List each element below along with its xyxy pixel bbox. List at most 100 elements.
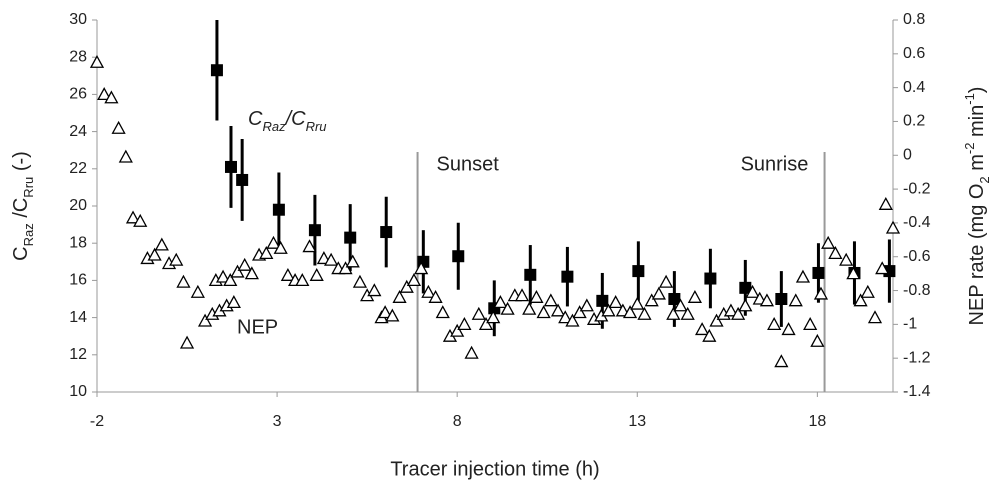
y2-tick-label: 0.2 bbox=[903, 113, 925, 130]
square-point bbox=[668, 293, 681, 305]
square-point bbox=[596, 294, 609, 307]
triangle-point bbox=[478, 317, 494, 331]
label-part: Rru bbox=[21, 177, 36, 198]
label-part: C bbox=[248, 108, 263, 130]
triangle-point bbox=[237, 257, 252, 271]
label-part: /C bbox=[10, 198, 32, 224]
y-tick-label: 22 bbox=[69, 160, 87, 177]
label-part: Rru bbox=[306, 119, 327, 134]
y2-tick-label: 0.4 bbox=[903, 79, 925, 96]
y-tick-label: 14 bbox=[69, 309, 87, 326]
y-tick-label: 28 bbox=[69, 48, 87, 65]
x-tick-label: -2 bbox=[90, 413, 104, 430]
y-tick-label: 18 bbox=[69, 234, 87, 251]
triangle-point bbox=[295, 273, 310, 287]
triangle-point bbox=[338, 261, 353, 275]
triangle-point bbox=[522, 301, 537, 315]
triangle-point bbox=[774, 354, 789, 368]
label-part: ) bbox=[966, 87, 988, 94]
y2-tick-label: -0.4 bbox=[903, 214, 931, 231]
triangle-point bbox=[385, 308, 400, 322]
y2-tick-label: -0.2 bbox=[903, 180, 931, 197]
label-part: -1 bbox=[962, 93, 977, 105]
triangle-point bbox=[630, 296, 645, 310]
triangle-point bbox=[579, 298, 594, 312]
y2-tick-label: -0.8 bbox=[903, 282, 931, 299]
y-tick-label: 30 bbox=[69, 11, 87, 28]
triangle-point bbox=[223, 273, 238, 287]
triangle-point bbox=[486, 310, 501, 324]
event-label: Sunrise bbox=[741, 153, 809, 175]
triangle-point bbox=[324, 252, 339, 266]
y2-tick-label: -1 bbox=[903, 316, 917, 333]
y2-tick-label: -1.4 bbox=[903, 383, 931, 400]
triangle-point bbox=[878, 196, 893, 210]
triangle-point bbox=[392, 289, 407, 303]
label-part: Raz bbox=[21, 223, 36, 246]
triangle-point bbox=[695, 322, 710, 336]
triangle-point bbox=[644, 293, 659, 307]
y-tick-label: 10 bbox=[69, 383, 87, 400]
triangle-point bbox=[111, 120, 126, 134]
triangle-point bbox=[399, 279, 414, 293]
label-part: (-) bbox=[10, 151, 32, 177]
x-axis-label: Tracer injection time (h) bbox=[390, 458, 599, 480]
triangle-point bbox=[731, 306, 746, 320]
triangle-point bbox=[803, 317, 818, 331]
triangle-point bbox=[673, 298, 688, 312]
triangle-point bbox=[565, 313, 580, 327]
y-tick-label: 26 bbox=[69, 86, 87, 103]
triangle-point bbox=[97, 87, 112, 101]
triangle-point bbox=[421, 284, 436, 298]
triangle-point bbox=[867, 310, 883, 324]
event-label: Sunset bbox=[437, 153, 500, 175]
triangle-point bbox=[709, 313, 724, 327]
triangle-point bbox=[104, 90, 119, 104]
square-point bbox=[308, 224, 321, 237]
triangle-point bbox=[529, 289, 544, 303]
triangle-point bbox=[176, 274, 191, 288]
triangle-point bbox=[500, 301, 515, 315]
x-tick-label: 13 bbox=[628, 413, 646, 430]
triangle-point bbox=[133, 213, 148, 227]
triangle-point bbox=[406, 273, 422, 287]
triangle-point bbox=[767, 317, 782, 331]
square-point bbox=[224, 160, 237, 173]
triangle-point bbox=[226, 295, 241, 309]
label-part: Raz bbox=[262, 119, 286, 134]
square-point bbox=[775, 293, 788, 305]
triangle-point bbox=[738, 298, 753, 312]
triangle-point bbox=[309, 267, 324, 281]
triangle-point bbox=[702, 328, 717, 342]
square-point bbox=[272, 203, 285, 216]
triangle-point bbox=[622, 305, 638, 319]
triangle-point bbox=[666, 306, 681, 320]
triangle-point bbox=[860, 284, 875, 298]
triangle-point bbox=[169, 252, 184, 266]
triangle-point bbox=[795, 269, 811, 283]
square-point bbox=[452, 250, 465, 263]
triangle-point bbox=[154, 237, 169, 251]
triangle-point bbox=[536, 305, 551, 319]
nep-annotation: NEP bbox=[237, 316, 278, 338]
label-part: 2 bbox=[977, 176, 992, 183]
triangle-point bbox=[457, 317, 472, 331]
triangle-point bbox=[828, 245, 843, 259]
triangle-point bbox=[197, 313, 213, 327]
triangle-point bbox=[190, 284, 205, 298]
y-tick-label: 20 bbox=[69, 197, 87, 214]
triangle-point bbox=[839, 252, 854, 266]
y2-tick-label: 0.8 bbox=[903, 11, 925, 28]
y-axis-label: CRaz /CRru (-) bbox=[10, 151, 36, 261]
label-part: m bbox=[966, 154, 988, 176]
triangle-point bbox=[687, 289, 702, 303]
ratio-annotation: CRaz/CRru bbox=[248, 108, 327, 134]
y-tick-label: 12 bbox=[69, 346, 87, 363]
triangle-point bbox=[550, 303, 566, 317]
triangle-point bbox=[788, 293, 803, 307]
triangle-point bbox=[435, 305, 450, 319]
y2-tick-label: -1.2 bbox=[903, 349, 931, 366]
triangle-point bbox=[280, 267, 295, 281]
label-part: min bbox=[966, 105, 988, 143]
